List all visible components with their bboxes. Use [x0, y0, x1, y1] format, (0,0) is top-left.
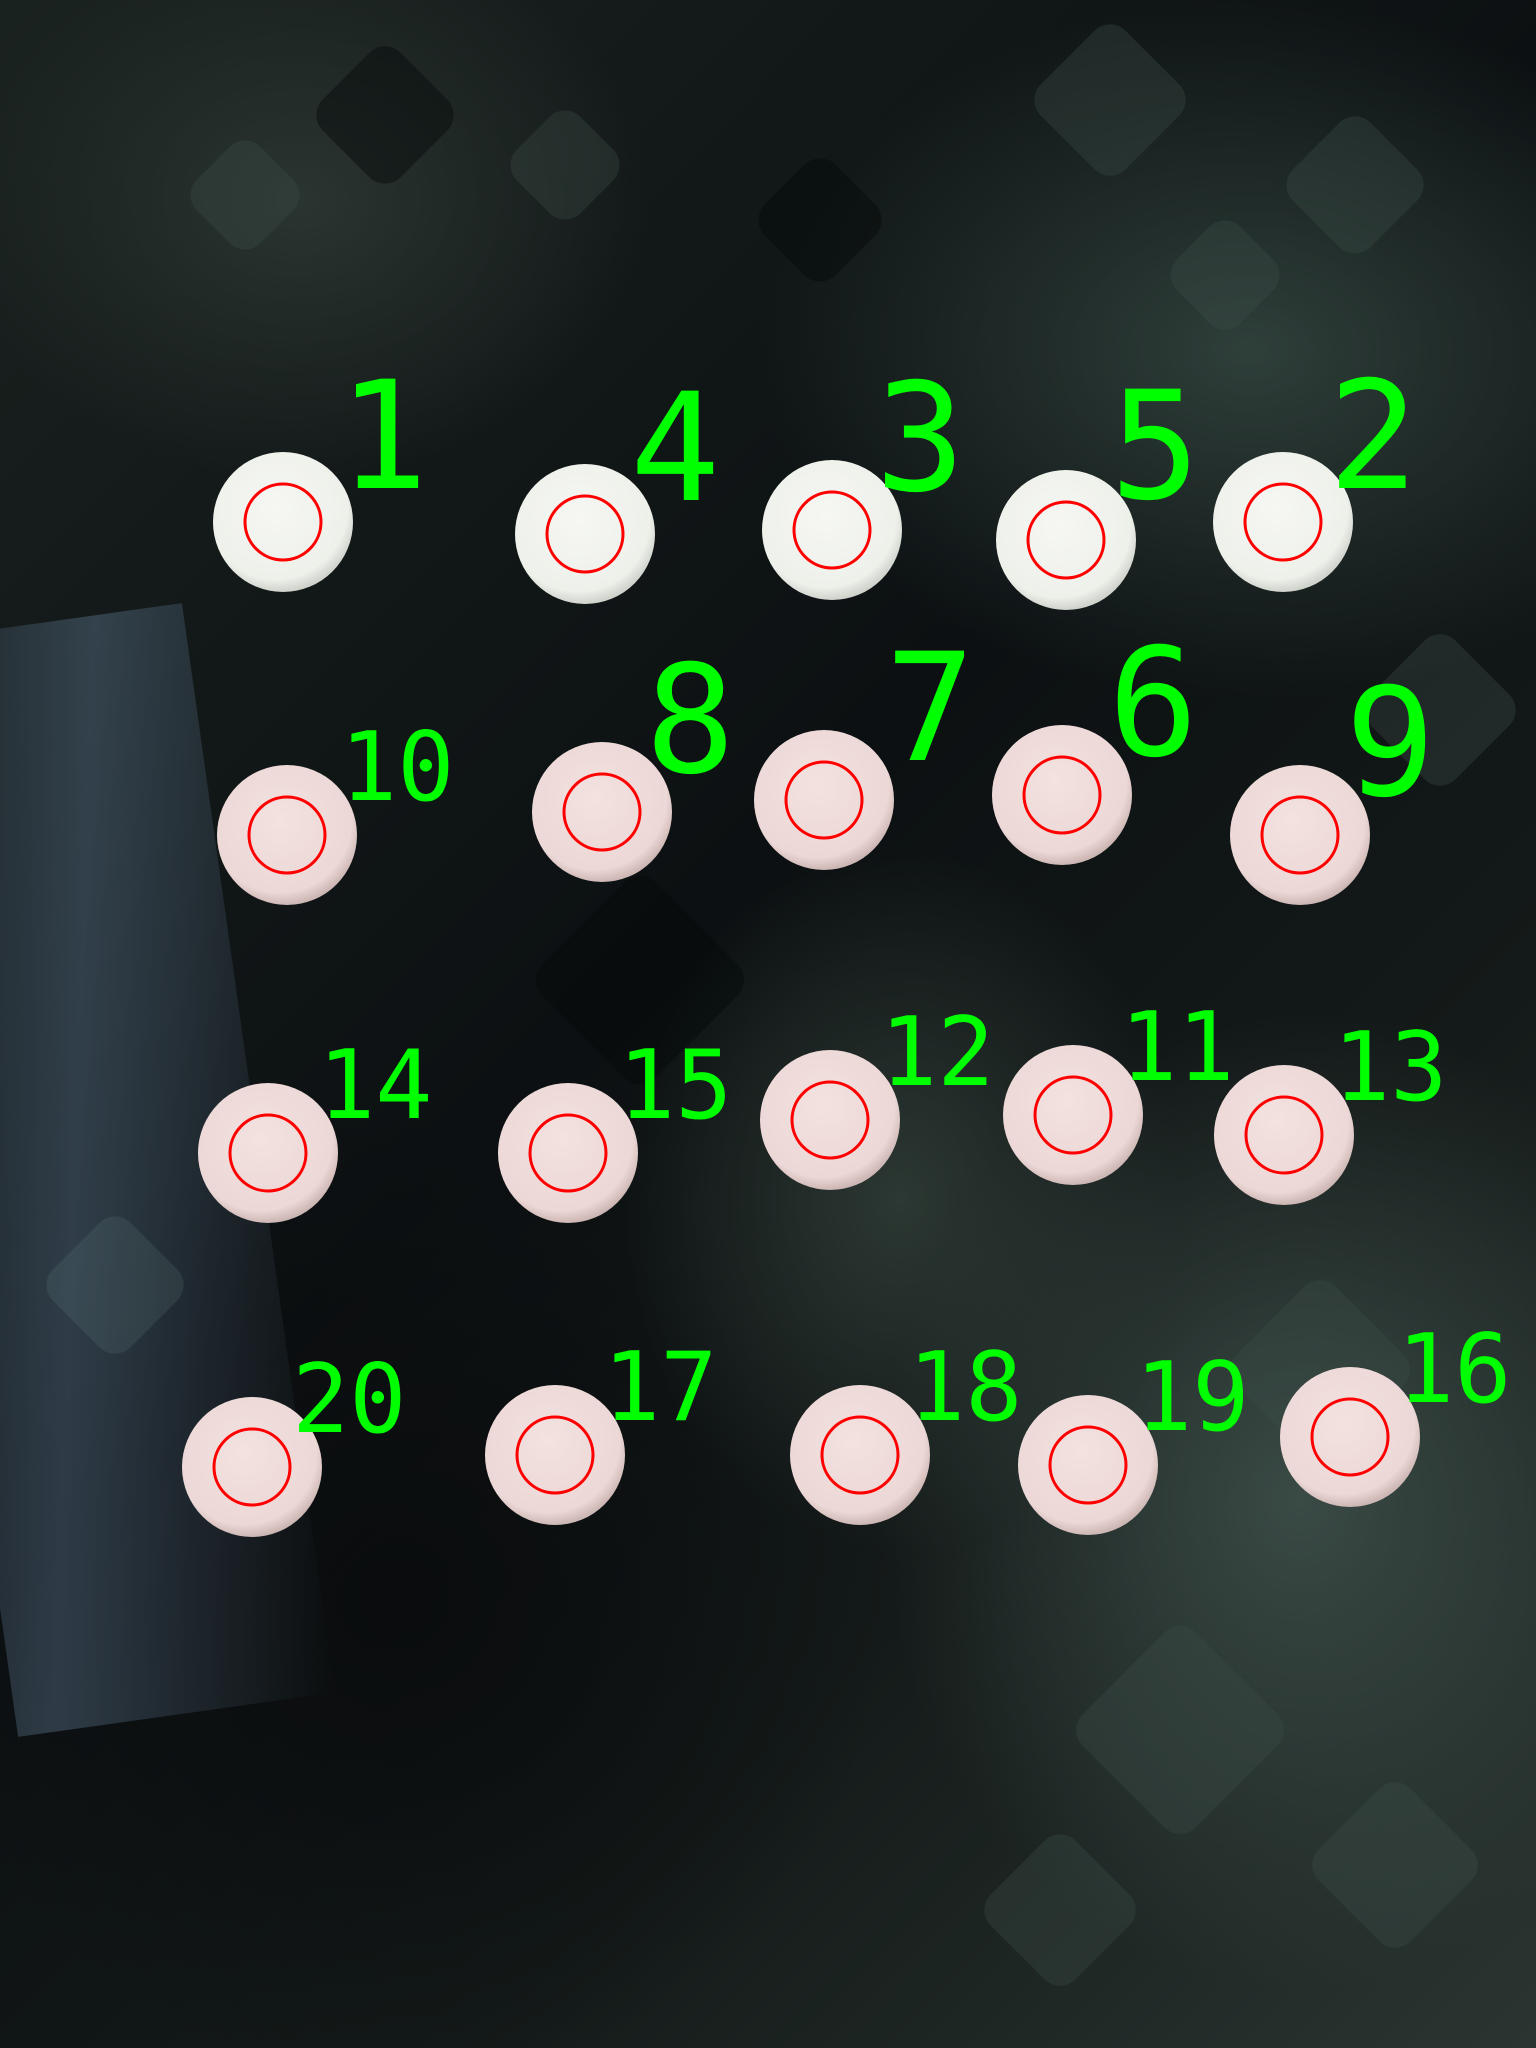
marker-20: 20: [182, 1345, 406, 1537]
marker-number-label: 3: [875, 352, 965, 526]
detection-circle: [1026, 500, 1106, 580]
paper-disc: [1280, 1367, 1420, 1507]
detection-circle: [1243, 482, 1323, 562]
detection-circle: [545, 494, 625, 574]
marker-11: 11: [1003, 993, 1234, 1185]
paper-disc: [762, 460, 902, 600]
marker-number-label: 13: [1333, 1013, 1447, 1123]
marker-8: 8: [532, 634, 735, 882]
marker-10: 10: [217, 713, 454, 905]
marker-number-label: 20: [292, 1345, 406, 1455]
marker-13: 13: [1214, 1013, 1447, 1205]
detection-circle: [1022, 755, 1102, 835]
marker-17: 17: [485, 1333, 717, 1525]
detection-circle: [790, 1080, 870, 1160]
marker-4: 4: [515, 362, 720, 604]
marker-number-label: 18: [908, 1333, 1022, 1443]
marker-number-label: 10: [340, 713, 454, 823]
detection-circle: [1033, 1075, 1113, 1155]
marker-number-label: 8: [645, 634, 735, 808]
marker-3: 3: [762, 352, 965, 600]
paper-disc: [213, 452, 353, 592]
marker-number-label: 5: [1110, 360, 1200, 534]
paper-disc: [992, 725, 1132, 865]
marker-number-label: 7: [885, 622, 975, 796]
marker-number-label: 17: [603, 1333, 717, 1443]
marker-number-label: 16: [1397, 1315, 1511, 1425]
paper-disc: [198, 1083, 338, 1223]
marker-number-label: 11: [1120, 993, 1234, 1103]
detection-circle: [1048, 1425, 1128, 1505]
marker-16: 16: [1280, 1315, 1511, 1507]
marker-number-label: 15: [618, 1031, 732, 1141]
marker-14: 14: [198, 1031, 432, 1223]
marker-1: 1: [213, 350, 428, 592]
detection-circle: [1310, 1397, 1390, 1477]
marker-2: 2: [1213, 350, 1418, 592]
paper-disc: [532, 742, 672, 882]
marker-number-label: 4: [630, 362, 720, 536]
marker-9: 9: [1230, 657, 1435, 905]
paper-disc: [996, 470, 1136, 610]
paper-disc: [790, 1385, 930, 1525]
marker-6: 6: [992, 617, 1198, 865]
marker-15: 15: [498, 1031, 732, 1223]
paper-disc: [760, 1050, 900, 1190]
paper-disc: [1214, 1065, 1354, 1205]
paper-disc: [1003, 1045, 1143, 1185]
paper-disc: [498, 1083, 638, 1223]
marker-7: 7: [754, 622, 975, 870]
detection-circle: [784, 760, 864, 840]
detection-circle: [212, 1427, 292, 1507]
marker-number-label: 12: [880, 998, 994, 1108]
detection-circle: [247, 795, 327, 875]
marker-12: 12: [760, 998, 994, 1190]
paper-disc: [485, 1385, 625, 1525]
detection-circle: [1244, 1095, 1324, 1175]
marker-number-label: 9: [1345, 657, 1435, 831]
marker-5: 5: [996, 360, 1200, 610]
paper-disc: [1213, 452, 1353, 592]
detection-circle: [515, 1415, 595, 1495]
paper-disc: [182, 1397, 322, 1537]
paper-disc: [515, 464, 655, 604]
marker-18: 18: [790, 1333, 1022, 1525]
paper-disc: [1230, 765, 1370, 905]
detection-circle: [562, 772, 642, 852]
marker-number-label: 1: [338, 350, 428, 524]
detection-circle: [528, 1113, 608, 1193]
marker-number-label: 14: [318, 1031, 432, 1141]
paper-disc: [217, 765, 357, 905]
marker-number-label: 19: [1135, 1343, 1249, 1453]
detection-circle: [792, 490, 872, 570]
detection-circle: [243, 482, 323, 562]
marker-number-label: 6: [1108, 617, 1198, 791]
detection-circle: [820, 1415, 900, 1495]
marker-number-label: 2: [1328, 350, 1418, 524]
detection-circle: [228, 1113, 308, 1193]
paper-disc: [1018, 1395, 1158, 1535]
detection-circle: [1260, 795, 1340, 875]
marker-19: 19: [1018, 1343, 1249, 1535]
paper-disc: [754, 730, 894, 870]
